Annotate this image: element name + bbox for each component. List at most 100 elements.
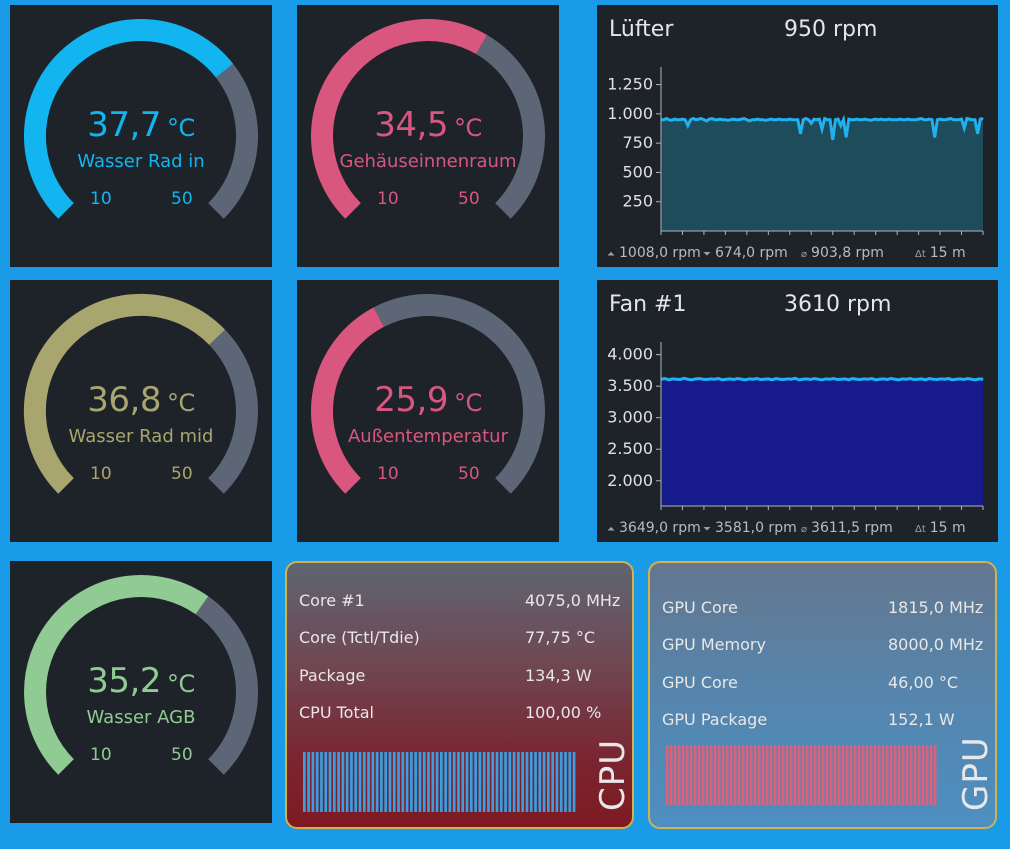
stat-span: Δt 15 m	[915, 520, 966, 536]
data-point	[740, 118, 743, 120]
gauge-max: 50	[171, 464, 193, 484]
data-point	[821, 128, 823, 130]
load-bar	[320, 752, 323, 812]
data-point	[880, 118, 882, 120]
gauge-svg	[24, 575, 258, 775]
load-bar	[762, 745, 765, 805]
data-point	[853, 119, 855, 121]
data-point	[779, 378, 781, 380]
load-bar	[742, 745, 745, 805]
data-point	[708, 118, 710, 120]
data-point	[836, 378, 838, 381]
data-point	[743, 117, 745, 120]
data-point	[664, 377, 666, 380]
max-icon: ⏶	[607, 249, 615, 260]
load-bar	[491, 752, 495, 812]
load-bar	[431, 752, 435, 812]
data-point	[809, 378, 812, 381]
gauge-min: 10	[377, 464, 399, 484]
data-point	[760, 378, 762, 381]
data-point	[821, 379, 823, 381]
max-icon: ⏶	[607, 524, 615, 535]
load-bar	[354, 752, 358, 812]
load-bar	[499, 752, 503, 812]
data-point	[893, 119, 896, 121]
data-point	[928, 118, 930, 120]
data-point	[748, 378, 750, 380]
data-point	[917, 378, 919, 380]
series-area	[661, 118, 983, 231]
data-point	[845, 136, 847, 138]
gauge-svg	[311, 294, 545, 494]
data-point	[837, 118, 839, 120]
data-point	[932, 378, 934, 380]
gauge-fill	[311, 19, 488, 219]
data-point	[740, 378, 743, 380]
gauge-value-number: 34,5	[374, 105, 448, 145]
load-bar	[538, 752, 542, 812]
load-bar	[388, 752, 392, 812]
data-point	[681, 118, 684, 120]
load-bar	[512, 752, 516, 812]
cpu-load-bars	[303, 752, 577, 812]
load-bar	[902, 745, 905, 805]
load-bar	[392, 752, 396, 812]
load-bar	[525, 752, 529, 812]
load-bar	[826, 745, 829, 805]
load-bar	[337, 752, 340, 812]
data-point	[958, 119, 960, 121]
load-bar	[842, 745, 845, 805]
data-point	[671, 378, 674, 380]
data-point	[770, 118, 772, 120]
gauge-track	[195, 596, 258, 775]
y-tick-label: 3.500	[607, 376, 653, 395]
load-bar	[303, 752, 306, 812]
load-bar	[854, 745, 857, 805]
data-point	[940, 378, 942, 380]
load-bar	[508, 752, 512, 812]
load-bar	[547, 752, 550, 812]
gauge-value-number: 35,2	[87, 661, 161, 701]
data-point	[928, 377, 930, 380]
data-point	[765, 119, 767, 121]
y-tick-label: 500	[622, 162, 653, 181]
data-point	[789, 118, 791, 120]
data-point	[899, 118, 901, 120]
gauge-value: 37,7 °C	[10, 105, 272, 145]
data-point	[673, 118, 676, 120]
data-point	[668, 379, 670, 381]
data-point	[665, 117, 667, 120]
data-point	[832, 139, 834, 141]
data-point	[810, 122, 812, 124]
load-bar	[682, 745, 685, 805]
cpu-row: Core #1 4075,0 MHz	[299, 591, 621, 610]
chart-svg: 2.000 2.500 3.000 3.500 4.000	[607, 342, 984, 510]
load-bar	[866, 745, 869, 805]
data-point	[714, 378, 716, 380]
data-point	[703, 119, 705, 121]
load-bar	[674, 745, 677, 805]
data-point	[692, 117, 694, 120]
load-bar	[405, 752, 409, 812]
load-bar	[529, 752, 533, 812]
data-point	[786, 119, 788, 121]
data-point	[773, 119, 775, 121]
load-bar	[452, 752, 456, 812]
data-point	[834, 119, 837, 121]
load-bar	[440, 752, 443, 812]
data-point	[733, 378, 735, 381]
min-icon: ⏷	[703, 524, 711, 535]
chart-svg: 250 500 750 1.000 1.250	[607, 67, 984, 235]
load-bar	[790, 745, 793, 805]
load-bar	[706, 745, 709, 805]
data-point	[955, 378, 957, 380]
data-point	[714, 119, 716, 121]
load-bar	[307, 752, 310, 812]
load-bar	[410, 752, 413, 812]
load-bar	[718, 745, 721, 805]
data-point	[952, 119, 955, 121]
load-bar	[786, 745, 789, 805]
data-point	[668, 119, 670, 121]
gauge-unit: °C	[453, 114, 482, 142]
y-tick-label: 250	[622, 192, 653, 211]
